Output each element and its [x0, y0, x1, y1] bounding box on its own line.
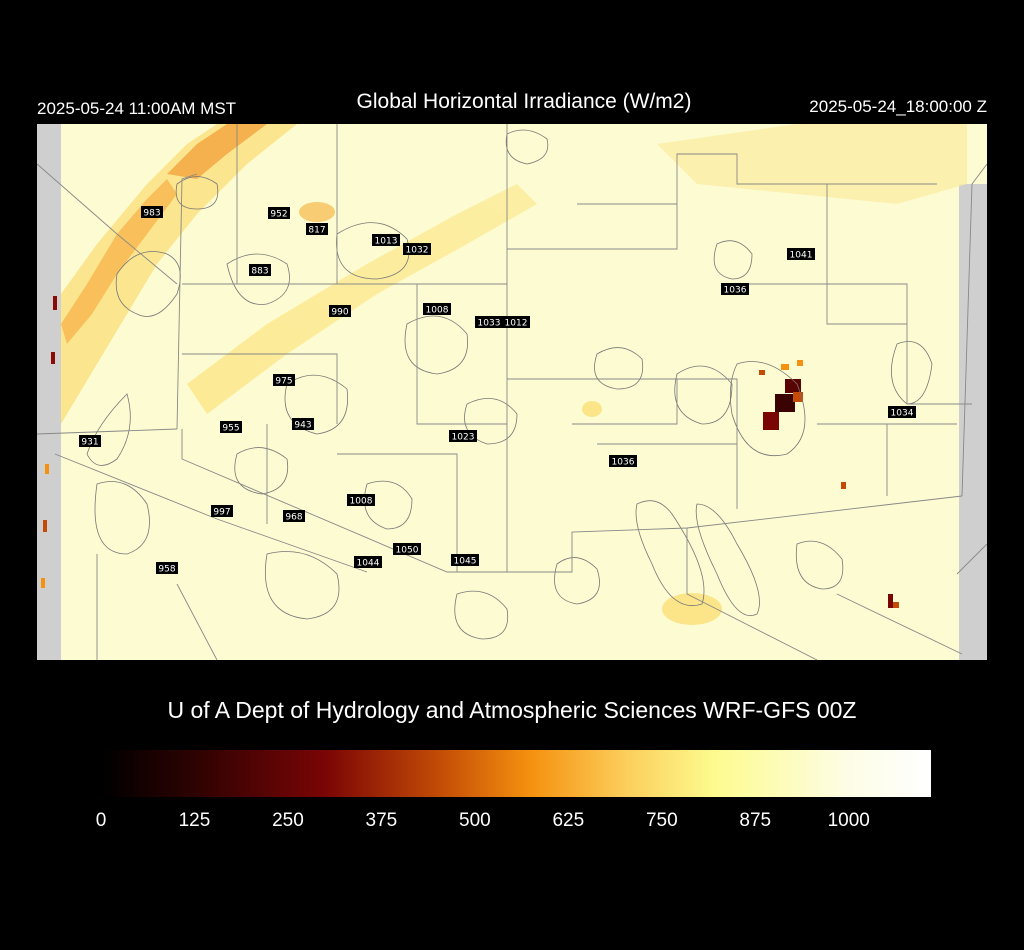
no-data-left — [37, 124, 61, 660]
station-label: 1036 — [721, 283, 749, 296]
convective-cells — [41, 296, 899, 608]
station-value: 1012 — [505, 319, 528, 329]
irradiance-map: 983 952 817 1013 1032 883 990 1008 1033 1012 1041 1… — [37, 124, 987, 660]
colorbar-tick-label: 875 — [739, 810, 772, 831]
station-labels: 983 952 817 1013 1032 883 990 1008 1033 1012 1041 1… — [79, 206, 916, 575]
station-label: 1034 — [888, 406, 916, 419]
station-value: 931 — [81, 438, 98, 448]
station-value: 1045 — [454, 557, 477, 567]
irradiance-band-central — [187, 184, 537, 414]
station-value: 968 — [285, 513, 302, 523]
station-value: 943 — [294, 421, 311, 431]
station-value: 997 — [213, 508, 230, 518]
station-label: 997 — [211, 505, 233, 518]
map-title: Global Horizontal Irradiance (W/m2) — [356, 90, 692, 113]
station-value: 975 — [275, 377, 292, 387]
irradiance-patch — [299, 202, 335, 222]
station-value: 958 — [158, 565, 175, 575]
station-value: 1041 — [790, 251, 813, 261]
station-value: 817 — [308, 226, 325, 236]
station-label: 883 — [249, 264, 271, 277]
station-label: 1013 — [372, 234, 400, 247]
station-value: 1050 — [396, 546, 419, 556]
station-label: 1012 — [502, 316, 530, 329]
station-label: 1041 — [787, 248, 815, 261]
irradiance-patch — [662, 593, 722, 625]
station-value: 990 — [331, 308, 348, 318]
colorbar-tick-label: 750 — [645, 810, 678, 831]
colorbar-tick-label: 375 — [365, 810, 398, 831]
station-label: 1045 — [451, 554, 479, 567]
station-label: 958 — [156, 562, 178, 575]
station-value: 883 — [251, 267, 268, 277]
station-value: 1023 — [452, 433, 475, 443]
station-value: 983 — [143, 209, 160, 219]
station-label: 1023 — [449, 430, 477, 443]
colorbar-tick-label: 500 — [459, 810, 491, 831]
local-time: 2025-05-24 11:00AM MST — [37, 99, 237, 118]
colorbar-gradient — [101, 750, 931, 797]
station-label: 1008 — [423, 303, 451, 316]
station-value: 1008 — [426, 306, 449, 316]
station-label: 1044 — [354, 556, 382, 569]
station-label: 990 — [329, 305, 351, 318]
station-label: 817 — [306, 223, 328, 236]
station-label: 1036 — [609, 455, 637, 468]
terrain-contours — [86, 129, 933, 640]
station-value: 1036 — [724, 286, 747, 296]
irradiance-patch — [582, 401, 602, 417]
political-borders — [37, 124, 987, 660]
station-value: 1013 — [375, 237, 398, 247]
station-label: 1032 — [403, 243, 431, 256]
irradiance-band-orange — [61, 179, 177, 344]
station-value: 1044 — [357, 559, 380, 569]
colorbar-tick-label: 0 — [95, 810, 107, 831]
station-label: 983 — [141, 206, 163, 219]
colorbar-tick-label: 250 — [272, 810, 304, 831]
station-value: 1034 — [891, 409, 914, 419]
station-label: 975 — [273, 374, 295, 387]
station-label: 943 — [292, 418, 314, 431]
station-label: 1050 — [393, 543, 421, 556]
utc-time: 2025-05-24_18:00:00 Z — [809, 97, 987, 116]
station-value: 1008 — [350, 497, 373, 507]
station-value: 952 — [270, 210, 287, 220]
station-label: 1008 — [347, 494, 375, 507]
colorbar-tick-label: 1000 — [827, 810, 870, 831]
station-label: 952 — [268, 207, 290, 220]
no-data-right — [959, 184, 987, 660]
station-label: 931 — [79, 435, 101, 448]
station-value: 1036 — [612, 458, 635, 468]
colorbar-tick-label: 625 — [552, 810, 585, 831]
station-label: 955 — [220, 421, 242, 434]
credit-line: U of A Dept of Hydrology and Atmospheric… — [167, 697, 857, 723]
irradiance-band-top — [167, 124, 267, 179]
station-value: 1032 — [406, 246, 429, 256]
station-label: 968 — [283, 510, 305, 523]
station-value: 1033 — [478, 319, 501, 329]
colorbar-tick-label: 125 — [178, 810, 211, 831]
station-label: 1033 — [475, 316, 503, 329]
colorbar — [101, 750, 931, 797]
station-value: 955 — [222, 424, 239, 434]
